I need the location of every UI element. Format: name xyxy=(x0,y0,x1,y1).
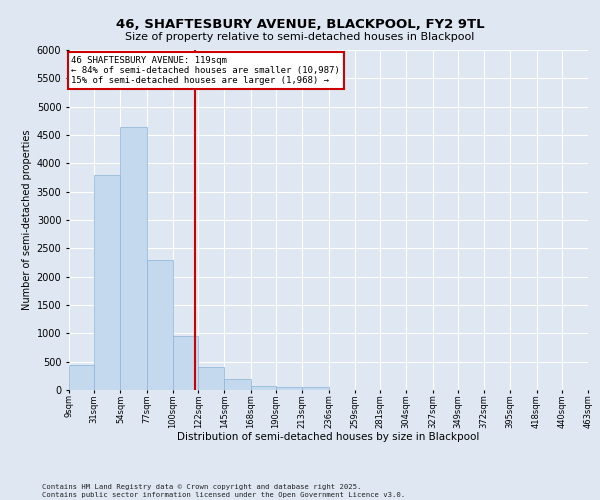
Bar xyxy=(94,174,121,390)
Bar xyxy=(121,126,147,390)
Bar xyxy=(224,378,251,390)
Bar xyxy=(198,368,224,390)
Bar xyxy=(251,386,276,390)
Bar xyxy=(69,364,94,390)
Text: Size of property relative to semi-detached houses in Blackpool: Size of property relative to semi-detach… xyxy=(125,32,475,42)
Bar xyxy=(276,387,302,390)
Text: 46, SHAFTESBURY AVENUE, BLACKPOOL, FY2 9TL: 46, SHAFTESBURY AVENUE, BLACKPOOL, FY2 9… xyxy=(116,18,484,30)
Bar xyxy=(302,387,329,390)
Text: 46 SHAFTESBURY AVENUE: 119sqm
← 84% of semi-detached houses are smaller (10,987): 46 SHAFTESBURY AVENUE: 119sqm ← 84% of s… xyxy=(71,56,340,86)
Bar xyxy=(147,260,173,390)
Bar xyxy=(173,336,198,390)
X-axis label: Distribution of semi-detached houses by size in Blackpool: Distribution of semi-detached houses by … xyxy=(178,432,479,442)
Text: Contains HM Land Registry data © Crown copyright and database right 2025.
Contai: Contains HM Land Registry data © Crown c… xyxy=(42,484,405,498)
Y-axis label: Number of semi-detached properties: Number of semi-detached properties xyxy=(22,130,32,310)
